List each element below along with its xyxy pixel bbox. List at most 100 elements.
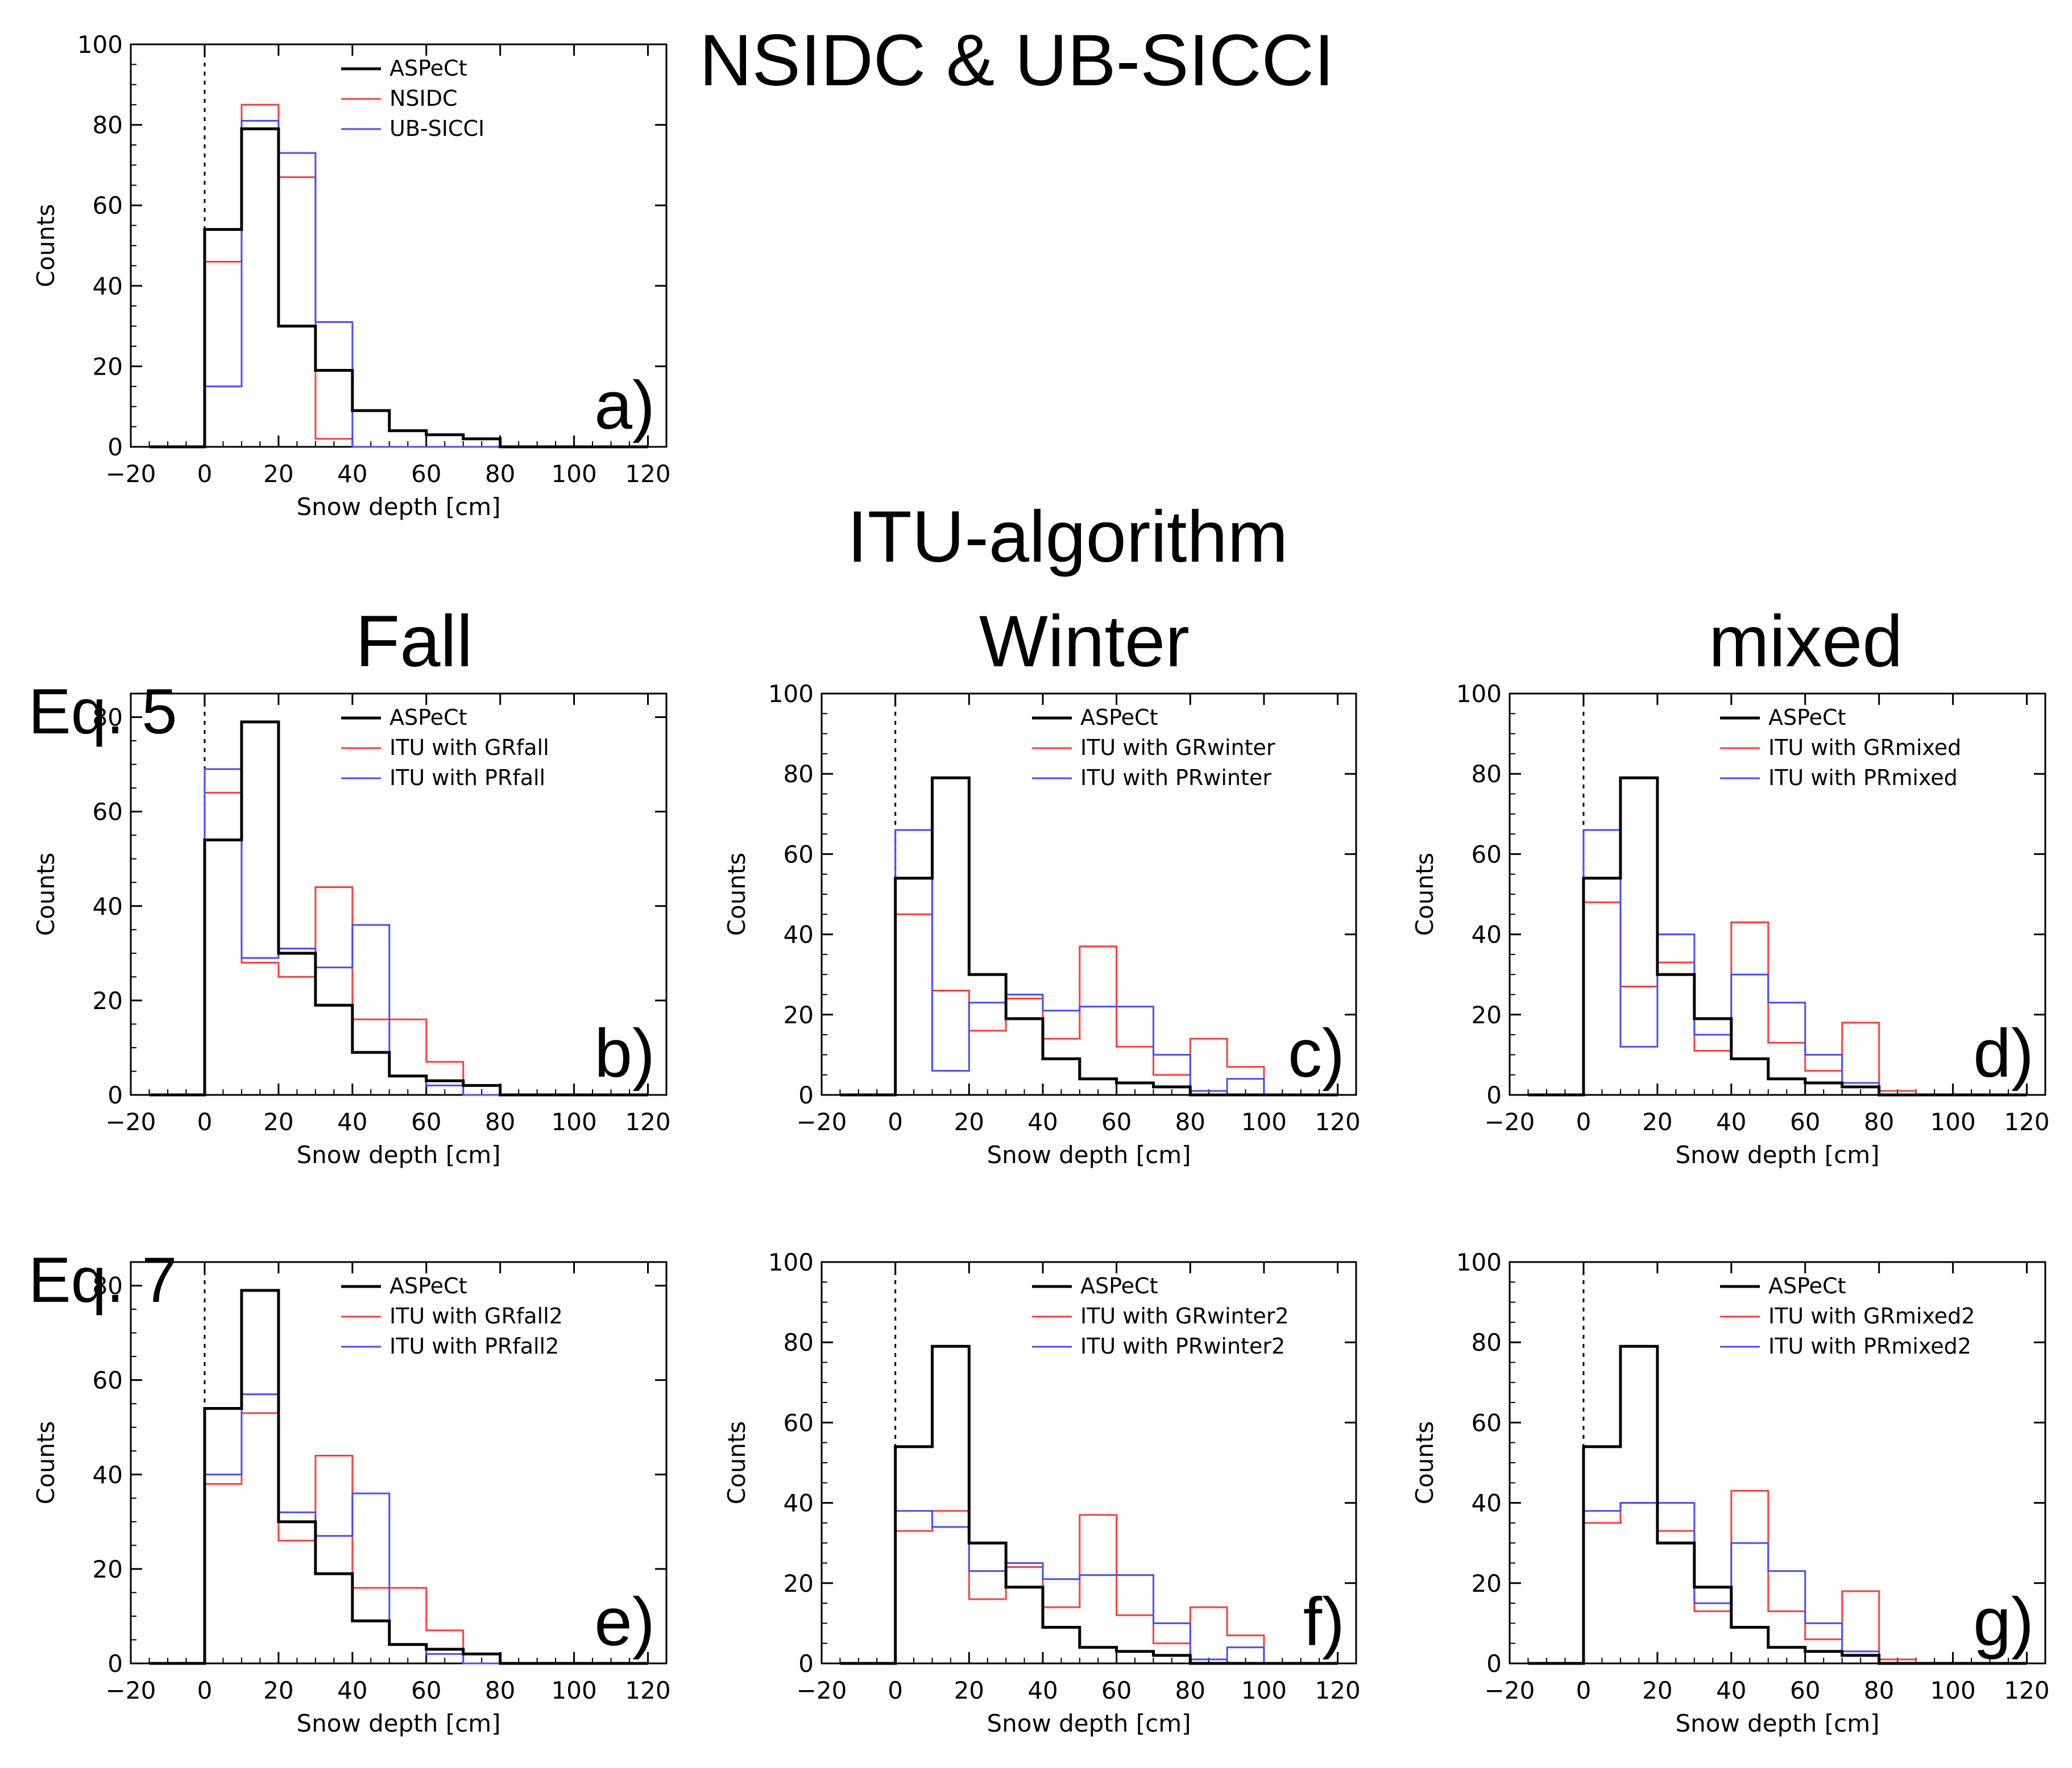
plot-frame [130, 692, 668, 1096]
y-tick-label: 40 [1472, 921, 1502, 949]
legend-entry: ITU with GRmixed [1768, 735, 1961, 760]
legend-entry: ASPeCt [1080, 705, 1158, 730]
legend-entry: ASPeCt [1768, 705, 1846, 730]
column-title-winter: Winter [979, 601, 1190, 682]
panel-label: c) [1288, 1015, 1345, 1091]
y-tick-label: 40 [93, 1461, 123, 1489]
y-tick-label: 100 [1456, 1248, 1502, 1276]
legend-entry: UB-SICCI [389, 116, 484, 141]
legend-entry: ASPeCt [389, 56, 467, 81]
x-axis-label: Snow depth [cm] [296, 493, 500, 521]
y-tick-label: 80 [93, 111, 123, 139]
y-tick-label: 20 [784, 1001, 814, 1029]
x-axis-label: Snow depth [cm] [296, 1141, 500, 1169]
legend-entry: ITU with PRwinter [1080, 765, 1271, 790]
y-tick-label: 100 [768, 680, 814, 708]
x-tick-label: 40 [1027, 1108, 1058, 1136]
y-tick-label: 20 [1472, 1001, 1502, 1029]
x-tick-label: 20 [1642, 1676, 1672, 1704]
x-tick-label: 80 [485, 1676, 515, 1704]
y-tick-label: 40 [784, 921, 814, 949]
x-tick-label: 40 [337, 460, 367, 488]
y-tick-label: 40 [93, 893, 123, 920]
x-axis-label: Snow depth [cm] [1675, 1709, 1879, 1737]
y-tick-label: 0 [107, 433, 123, 461]
x-tick-label: −20 [1485, 1676, 1535, 1704]
series-aspect [840, 1344, 1338, 1665]
series-aspect [149, 127, 648, 449]
legend-entry: NSIDC [389, 86, 458, 111]
x-tick-label: −20 [106, 1676, 156, 1704]
x-tick-label: 0 [1576, 1108, 1592, 1136]
panel-label: a) [594, 367, 655, 443]
series-aspect [1528, 776, 2027, 1097]
x-tick-label: 120 [1315, 1676, 1361, 1704]
panel-label: b) [594, 1015, 655, 1091]
legend-entry: ASPeCt [389, 1273, 467, 1298]
legend-entry: ITU with GRwinter [1080, 735, 1275, 760]
legend-entry: ITU with PRwinter2 [1080, 1334, 1285, 1359]
y-axis-label: Counts [32, 853, 60, 936]
x-tick-label: 100 [1241, 1676, 1287, 1704]
x-tick-label: 0 [888, 1676, 903, 1704]
y-tick-label: 100 [77, 31, 123, 59]
x-tick-label: 100 [552, 460, 597, 488]
y-tick-label: 0 [1486, 1650, 1502, 1678]
x-tick-label: 60 [411, 1108, 441, 1136]
x-tick-label: 60 [1101, 1676, 1132, 1704]
y-tick-label: 60 [784, 1409, 814, 1437]
x-tick-label: 100 [1241, 1108, 1287, 1136]
row-label-eq7: Eq. 7 [28, 1244, 177, 1315]
plot-frame [130, 1261, 668, 1665]
x-tick-label: 20 [1642, 1108, 1672, 1136]
x-tick-label: 60 [411, 460, 441, 488]
y-axis-label: Counts [1411, 853, 1439, 936]
y-axis-label: Counts [32, 204, 60, 288]
legend-entry: ITU with PRfall2 [389, 1334, 559, 1359]
series-aspect [149, 720, 648, 1097]
x-tick-label: 80 [1175, 1676, 1205, 1704]
y-tick-label: 0 [107, 1650, 123, 1678]
x-axis-label: Snow depth [cm] [1675, 1141, 1879, 1169]
legend-entry: ITU with GRwinter2 [1080, 1304, 1289, 1329]
x-tick-label: 80 [485, 1108, 515, 1136]
x-tick-label: 80 [1175, 1108, 1205, 1136]
x-tick-label: 0 [197, 1108, 213, 1136]
x-tick-label: 120 [2004, 1108, 2049, 1136]
y-axis-label: Counts [723, 853, 751, 936]
x-tick-label: 20 [263, 1676, 293, 1704]
y-tick-label: 100 [768, 1248, 814, 1276]
y-tick-label: 80 [784, 760, 814, 788]
x-tick-label: 20 [954, 1108, 984, 1136]
y-tick-label: 0 [798, 1650, 814, 1678]
y-tick-label: 80 [1472, 1329, 1502, 1356]
series-aspect [1528, 1344, 2027, 1665]
y-tick-label: 60 [784, 840, 814, 868]
panel-label: d) [1973, 1015, 2034, 1091]
x-tick-label: 40 [1027, 1676, 1058, 1704]
x-tick-label: 120 [625, 1676, 670, 1704]
column-title-mixed: mixed [1709, 601, 1903, 682]
y-axis-label: Counts [1411, 1421, 1439, 1505]
legend-entry: ITU with GRfall [389, 735, 549, 760]
y-tick-label: 20 [93, 352, 123, 380]
x-tick-label: 100 [1930, 1108, 1976, 1136]
x-tick-label: 0 [197, 1676, 213, 1704]
row-label-eq5: Eq. 5 [28, 676, 177, 747]
x-tick-label: 80 [1864, 1108, 1894, 1136]
x-tick-label: 120 [1315, 1108, 1361, 1136]
y-tick-label: 60 [1472, 1409, 1502, 1437]
x-tick-label: −20 [106, 460, 156, 488]
x-axis-label: Snow depth [cm] [987, 1709, 1191, 1737]
series-aspect [149, 1289, 648, 1665]
legend-entry: ITU with PRmixed [1768, 765, 1958, 790]
y-tick-label: 60 [93, 1367, 123, 1395]
x-tick-label: 120 [2004, 1676, 2049, 1704]
x-tick-label: 40 [337, 1676, 367, 1704]
panel-label: f) [1303, 1584, 1345, 1660]
